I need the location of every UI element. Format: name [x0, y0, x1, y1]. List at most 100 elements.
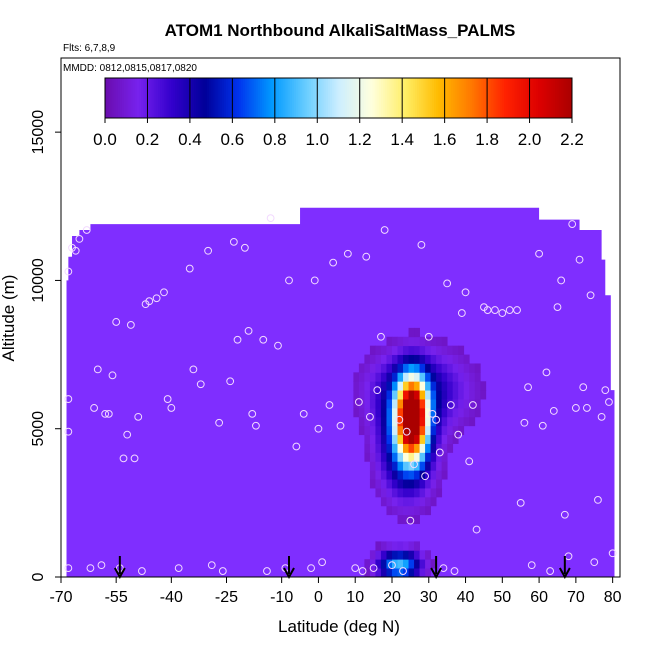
heatmap-cell	[408, 407, 415, 418]
heatmap-cell	[408, 399, 415, 409]
heatmap-cell	[364, 443, 371, 453]
colorbar-segment	[451, 78, 454, 118]
colorbar-segment	[346, 78, 350, 118]
heatmap-cell	[358, 363, 365, 373]
colorbar-segment	[158, 78, 161, 118]
colorbar-segment	[336, 78, 339, 118]
sample-point	[421, 472, 429, 481]
heatmap-cell	[408, 390, 415, 400]
sample-point	[542, 368, 551, 377]
colorbar-segment	[279, 78, 282, 118]
sample-point	[546, 567, 555, 575]
colorbar-segment	[431, 78, 435, 118]
sample-point	[104, 409, 113, 418]
sample-point	[380, 226, 389, 234]
heatmap-cell	[408, 336, 415, 347]
colorbar-segment	[387, 78, 390, 118]
heatmap-cell	[436, 407, 443, 418]
colorbar-segment	[249, 78, 252, 118]
colorbar-segment	[304, 78, 308, 118]
flights-note: Flts: 6,7,8,9	[63, 43, 116, 54]
heatmap-cell	[408, 568, 415, 577]
heatmap-cell	[364, 363, 371, 373]
colorbar-segment	[130, 78, 134, 118]
sample-point	[310, 276, 319, 285]
colorbar-segment	[550, 78, 554, 118]
colorbar-segment	[330, 78, 333, 118]
colorbar-segment	[457, 78, 460, 118]
colorbar-segment	[119, 78, 123, 118]
heatmap-cell	[386, 372, 393, 382]
heatmap-cell	[414, 336, 420, 347]
heatmap-cell	[403, 363, 409, 373]
colorbar-segment	[444, 78, 448, 118]
heatmap-cell	[397, 461, 404, 471]
heatmap-cell	[358, 372, 365, 382]
colorbar-tick-label: 2.2	[560, 130, 584, 149]
sample-point	[560, 510, 569, 519]
heatmap-cell	[447, 443, 454, 453]
heatmap-cell	[414, 514, 420, 525]
sample-point	[388, 561, 396, 570]
heatmap-cell	[386, 390, 393, 400]
colorbar-segment	[499, 78, 503, 118]
sample-point	[516, 498, 525, 507]
colorbar-segment	[340, 78, 344, 118]
sample-point	[126, 321, 135, 329]
colorbar-segment	[162, 78, 165, 118]
heatmap-cell	[463, 390, 470, 400]
heatmap-cell	[408, 327, 415, 338]
heatmap-cell	[375, 425, 382, 436]
colorbar-segment	[459, 78, 463, 118]
heatmap-cell	[480, 390, 487, 400]
sample-point	[215, 418, 224, 427]
colorbar-segment	[126, 78, 129, 118]
colorbar-segment	[491, 78, 494, 118]
heatmap-cell	[430, 354, 437, 364]
colorbar-segment	[370, 78, 373, 118]
heatmap-cell	[380, 443, 387, 453]
heatmap-cell	[469, 407, 476, 418]
heatmap-cell	[414, 425, 420, 436]
sample-point	[590, 558, 599, 567]
heatmap-cell	[397, 390, 404, 400]
colorbar-segment	[465, 78, 469, 118]
colorbar-tick-label: 0.8	[263, 130, 287, 149]
colorbar-segment	[544, 78, 548, 118]
heatmap-cell	[414, 390, 420, 400]
heatmap-cell	[386, 363, 393, 373]
colorbar-segment	[293, 78, 297, 118]
y-axis: 0 5000 10000 15000	[30, 110, 62, 581]
colorbar-segment	[198, 78, 202, 118]
colorbar-segment	[247, 78, 250, 118]
heatmap-cell	[419, 336, 426, 347]
sample-point	[134, 412, 143, 421]
sample-point	[450, 567, 459, 575]
colorbar-segment	[153, 78, 157, 118]
heatmap-cell	[425, 496, 432, 507]
sample-point	[82, 226, 91, 234]
colorbar-segment	[569, 78, 573, 118]
sample-point	[112, 318, 121, 326]
heatmap-cell	[452, 425, 459, 436]
colorbar-segment	[514, 78, 518, 118]
sample-point	[535, 249, 543, 258]
sample-point	[594, 495, 602, 504]
heatmap-cell	[391, 452, 398, 462]
heatmap-cell	[414, 488, 420, 498]
colorbar-segment	[438, 78, 441, 118]
sample-point	[226, 377, 235, 386]
colorbar-segment	[332, 78, 335, 118]
sample-point	[244, 326, 253, 335]
colorbar-segment	[427, 78, 431, 118]
heatmap-cell	[419, 363, 426, 373]
heatmap-cell	[375, 559, 382, 569]
sample-point	[351, 564, 360, 573]
colorbar-segment	[497, 78, 501, 118]
heatmap-cell	[419, 372, 426, 382]
colorbar: 0.0 0.2 0.4 0.6 0.8 1.0 1.2 1.4 1.6 1.8 2.0 2.2	[93, 77, 584, 149]
heatmap-cell	[380, 390, 387, 400]
heatmap-cell	[414, 541, 420, 551]
sample-point	[358, 567, 367, 575]
heatmap-cell	[441, 354, 448, 364]
